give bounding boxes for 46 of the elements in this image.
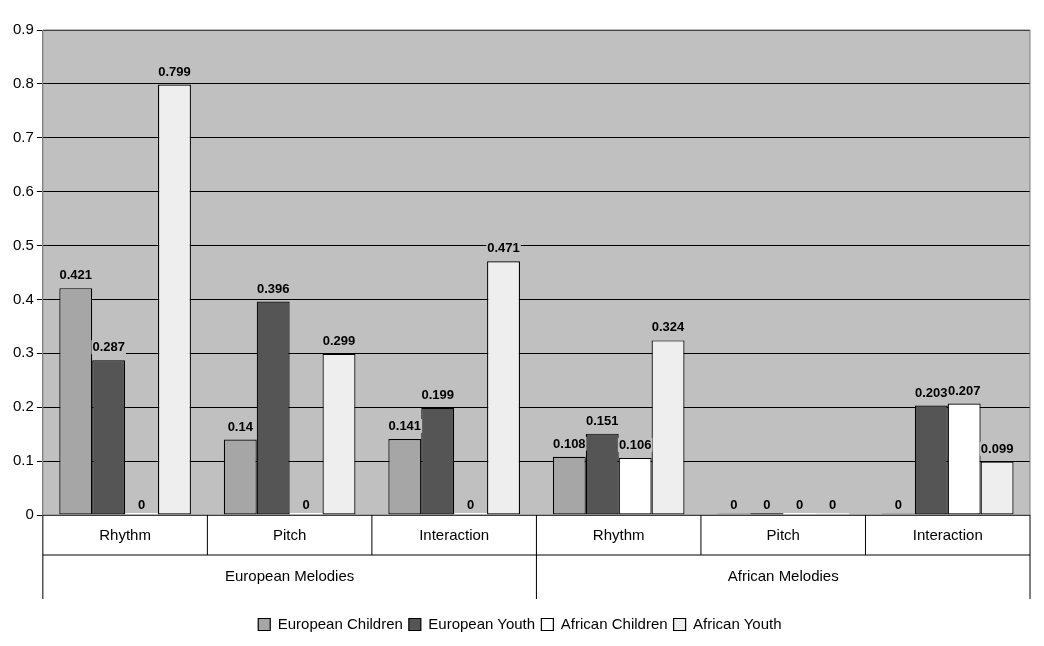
- data-label: 0.099: [980, 440, 1014, 456]
- data-label: 0: [828, 497, 837, 513]
- legend-label: European Children: [277, 614, 403, 632]
- x-tick-label: Pitch: [766, 526, 800, 544]
- data-label: 0: [763, 497, 771, 513]
- legend-label: European Youth: [428, 614, 536, 632]
- data-label: 0: [302, 497, 310, 513]
- data-label: 0.287: [92, 339, 125, 355]
- y-tick-label: 0.2: [12, 397, 34, 415]
- data-label: 0.106: [618, 436, 652, 452]
- data-label: 0: [894, 497, 902, 513]
- y-tick-label: 0.7: [12, 127, 34, 145]
- y-tick-label: 0.6: [12, 181, 34, 199]
- data-label: 0.324: [651, 319, 686, 335]
- data-label: 0: [467, 497, 475, 513]
- text: African Melodies: [727, 567, 839, 585]
- x-tick-label: Rhythm: [592, 526, 645, 544]
- data-label: 0.203: [915, 384, 948, 400]
- data-label: 0: [730, 497, 738, 513]
- data-label: 0.207: [947, 382, 981, 398]
- data-label: 0.299: [322, 332, 356, 348]
- y-tick-label: 0.3: [12, 343, 34, 361]
- data-label: 0: [137, 497, 146, 513]
- data-label: 0.108: [553, 435, 586, 451]
- data-label: 0.14: [227, 418, 254, 434]
- y-tick-label: 0.1: [12, 451, 34, 469]
- text: European Melodies: [225, 567, 355, 585]
- x-tick-label: Interaction: [912, 526, 983, 544]
- y-tick-label: 0: [25, 505, 34, 523]
- data-label: 0.799: [158, 63, 191, 79]
- x-tick-label: Interaction: [419, 526, 490, 544]
- y-tick-label: 0.9: [12, 20, 34, 38]
- y-tick-label: 0.4: [12, 289, 34, 307]
- data-label: 0.421: [59, 267, 93, 283]
- y-tick-label: 0.8: [12, 74, 34, 92]
- x-tick-label: Rhythm: [99, 526, 151, 544]
- legend-label: African Youth: [693, 614, 782, 632]
- legend-label: African Children: [560, 614, 668, 632]
- y-tick-label: 0.5: [12, 235, 34, 253]
- data-label: 0.199: [421, 386, 454, 402]
- data-label: 0.151: [585, 412, 619, 428]
- data-label: 0.396: [256, 280, 290, 296]
- x-tick-label: Pitch: [272, 526, 307, 544]
- data-label: 0.471: [487, 240, 520, 256]
- data-label: 0: [796, 497, 804, 513]
- data-label: 0.141: [388, 418, 422, 434]
